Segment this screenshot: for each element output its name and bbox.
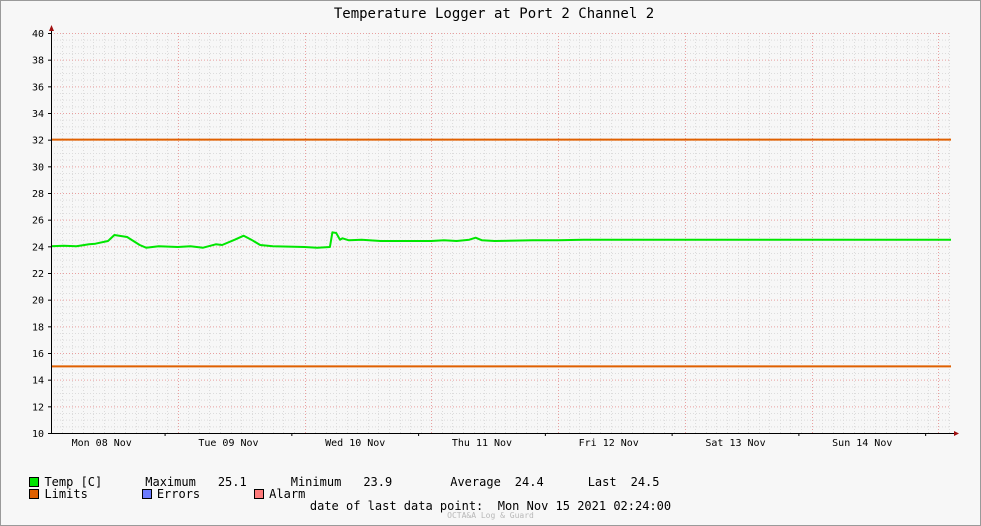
- limit-lines: [51, 138, 951, 368]
- axes: [48, 25, 959, 436]
- x-tick-label: Tue 09 Nov: [198, 438, 258, 449]
- x-axis-tick-labels: Mon 08 Nov Tue 09 Nov Wed 10 Nov Thu 11 Nov…: [72, 438, 893, 449]
- legend-row-temp: Temp [C] Maximum 25.1 Minimum 23.9 Average 24.…: [15, 464, 660, 488]
- stat-average-label: Average: [450, 475, 501, 489]
- y-tick-label: 38: [32, 56, 44, 67]
- y-tick-label: 28: [32, 189, 44, 200]
- y-tick-label: 14: [32, 376, 44, 387]
- y-tick-label: 10: [32, 429, 44, 440]
- y-axis-tick-labels: 10 12 14 16 18 20 22 24 26 28 30 32 34 36 38 40: [32, 29, 44, 440]
- legend-swatch-limits: [29, 489, 40, 499]
- y-tick-label: 24: [32, 242, 44, 253]
- series-temp: [50, 231, 951, 249]
- stat-maximum-label: Maximum: [145, 475, 196, 489]
- x-tick-label: Thu 11 Nov: [452, 438, 512, 449]
- last-data-point-label: date of last data point:: [309, 499, 484, 513]
- y-tick-label: 36: [32, 82, 44, 93]
- legend-alarm-label: Alarm: [269, 487, 306, 501]
- y-tick-label: 26: [32, 216, 44, 227]
- stat-minimum-value: 23.9: [363, 475, 393, 489]
- stat-minimum-label: Minimum: [290, 475, 342, 489]
- x-tick-label: Sat 13 Nov: [705, 438, 765, 449]
- legend-errors-label: Errors: [156, 487, 201, 501]
- last-data-point-value: Mon Nov 15 2021 02:24:00: [497, 499, 672, 513]
- legend-limits-label: Limits: [44, 487, 88, 501]
- stat-last-value: 24.5: [630, 475, 660, 489]
- y-tick-label: 32: [32, 136, 44, 147]
- chart-title: Temperature Logger at Port 2 Channel 2: [334, 6, 654, 22]
- stat-average-value: 24.4: [514, 475, 544, 489]
- legend-temp-label: Temp [C]: [44, 475, 103, 489]
- series-line-temp: [50, 231, 951, 249]
- grid-minor: [51, 33, 951, 433]
- legend-row-limits: Limits Errors Alarm: [15, 476, 305, 500]
- last-data-point: date of last data point: Mon Nov 15 2021…: [0, 499, 981, 513]
- y-tick-label: 16: [32, 349, 44, 360]
- y-tick-label: 22: [32, 269, 44, 280]
- y-tick-label: 40: [32, 29, 44, 40]
- x-tick-label: Mon 08 Nov: [72, 438, 132, 449]
- stat-maximum-value: 25.1: [217, 475, 247, 489]
- legend-swatch-alarm: [254, 489, 265, 499]
- stat-last-label: Last: [587, 475, 617, 489]
- legend-swatch-errors: [141, 489, 152, 499]
- x-tick-label: Fri 12 Nov: [579, 438, 639, 449]
- y-tick-label: 34: [32, 109, 44, 120]
- watermark: OCTA&A Log & Guard: [447, 511, 534, 520]
- x-axis-arrow: [954, 431, 959, 436]
- x-tick-label: Wed 10 Nov: [325, 438, 385, 449]
- legend-swatch-temp: [29, 477, 40, 487]
- x-tick-label: Sun 14 Nov: [832, 438, 892, 449]
- y-tick-label: 30: [32, 162, 44, 173]
- y-tick-label: 20: [32, 296, 44, 307]
- y-axis-arrow: [49, 25, 54, 31]
- y-tick-label: 12: [32, 402, 44, 413]
- y-tick-label: 18: [32, 322, 44, 333]
